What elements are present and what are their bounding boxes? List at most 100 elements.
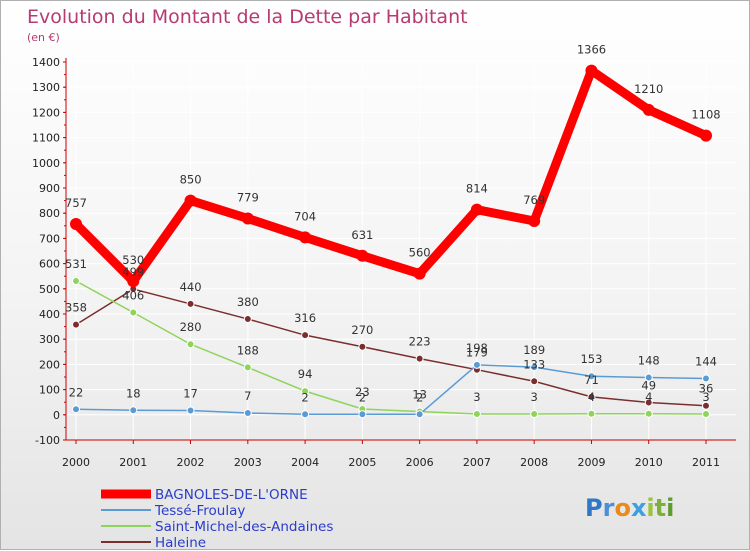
series-point [301,410,310,419]
data-label: 380 [237,295,259,309]
x-tick-label: 2001 [119,456,147,469]
chart-subtitle: (en €) [27,31,60,44]
y-tick-label: 0 [53,409,60,422]
data-label: 133 [523,357,545,371]
data-label: 3 [702,390,709,404]
data-labels: 757 530 850 779 704 631 560 814 769 1366 1210 1108 2… [65,43,721,405]
y-tick-label: 1000 [32,157,60,170]
data-label: 3 [473,390,480,404]
data-label: 179 [466,346,488,360]
series-point [587,409,596,418]
series-line [71,66,711,286]
x-tick-label: 2002 [177,456,205,469]
data-label: 2 [416,390,423,404]
data-label: 23 [355,385,370,399]
data-label: 148 [638,354,660,368]
series-point [472,410,481,419]
data-label: 223 [409,335,431,349]
y-tick-label: 1200 [32,106,60,119]
series-point [243,363,252,372]
y-tick-label: 500 [39,283,60,296]
data-label: 94 [298,367,313,381]
data-label: 17 [183,387,198,401]
data-label: 7 [244,389,251,403]
x-tick-label: 2003 [234,456,262,469]
data-label: 814 [466,182,488,196]
series-point [301,387,310,396]
logo-letter: o [614,494,631,522]
axes: -100 0 100 200 300 400 500 600 700 800 900 1000 1100… [32,56,736,469]
series-point [702,374,710,383]
legend-label: Tessé-Froulay [154,503,245,519]
y-tick-label: -100 [35,434,60,447]
y-tick-label: 700 [39,232,60,245]
y-tick-label: 800 [39,207,60,220]
chart-title: Evolution du Montant de la Dette par Hab… [27,6,468,28]
logo-letter: x [631,494,647,522]
data-label: 316 [294,311,316,325]
y-tick-label: 1300 [32,81,60,94]
data-label: 560 [409,246,431,260]
x-tick-label: 2007 [463,456,491,469]
data-label: 757 [65,196,87,210]
series-point [702,410,710,419]
series-point [587,372,596,381]
data-label: 2 [359,390,366,404]
data-label: 704 [294,209,316,223]
x-tick-label: 2011 [692,456,720,469]
series-point [700,129,712,142]
series-line [75,288,707,407]
x-tick-label: 2000 [62,456,90,469]
series-point [530,363,539,372]
x-tick-label: 2010 [635,456,663,469]
series-point [644,373,653,382]
data-label: 22 [69,385,84,399]
series-point [472,360,481,369]
x-tick-label: 2009 [577,456,605,469]
y-tick-label: 600 [39,258,60,271]
legend: BAGNOLES-DE-L'ORNETessé-FroulaySaint-Mic… [101,487,333,551]
series-point [299,231,312,244]
data-label: 36 [699,382,714,396]
data-label: 280 [180,320,202,334]
series-point [358,342,367,351]
grid [66,61,736,441]
series-line [75,280,707,415]
x-tick-label: 2004 [291,456,319,469]
series-point [129,308,138,317]
series-point [644,409,653,418]
series-point [72,405,80,414]
data-label: 1366 [577,43,606,57]
x-tick-label: 2006 [406,456,434,469]
y-tick-label: 100 [39,384,60,397]
x-tick-label: 2008 [520,456,548,469]
data-label: 531 [65,257,87,271]
series-point [415,410,424,419]
x-tick-label: 2005 [348,456,376,469]
data-label: 1210 [634,82,663,96]
data-label: 144 [695,355,717,369]
series-point [186,299,195,308]
series-point [243,409,252,418]
logo-letter: P [585,494,603,522]
data-label: 1108 [691,108,720,122]
y-tick-label: 1100 [32,132,60,145]
series-point [413,267,426,280]
series-point [585,64,598,77]
legend-label: Haleine [155,535,206,551]
series-point [184,194,197,207]
series-point [528,215,541,228]
data-label: 769 [523,193,545,207]
data-label: 779 [237,190,259,204]
series [70,64,712,419]
data-label: 49 [641,378,656,392]
legend-label: Saint-Michel-des-Andaines [155,519,333,535]
y-tick-label: 200 [39,358,60,371]
series-point [530,377,539,386]
series-point [644,398,653,407]
data-label: 18 [126,386,141,400]
data-label: 4 [645,390,652,404]
series-point [470,203,483,216]
logo-letter: r [603,494,615,522]
